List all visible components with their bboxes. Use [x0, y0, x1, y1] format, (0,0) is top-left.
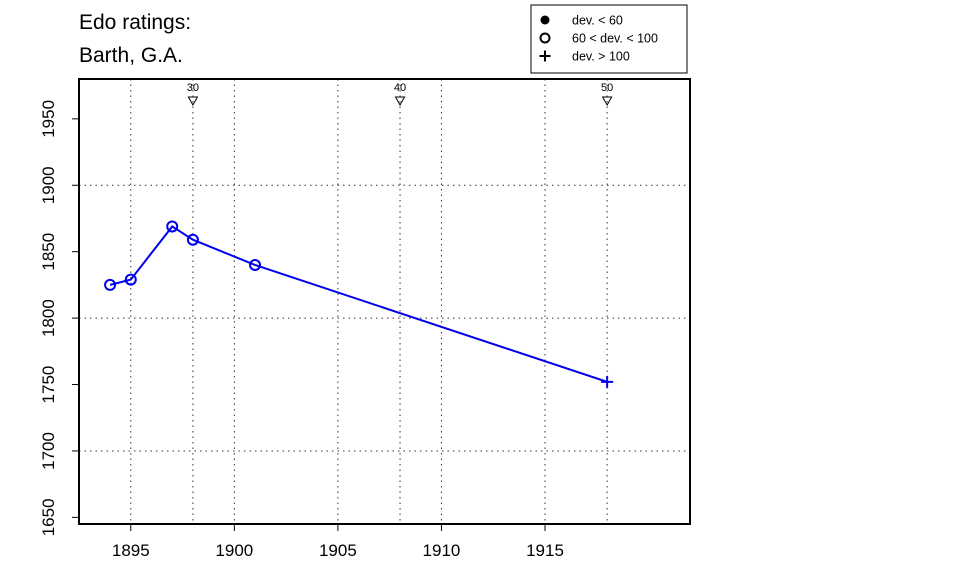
y-tick-label-1950: 1950 — [39, 100, 58, 138]
age-marker-label-30: 30 — [187, 82, 199, 94]
legend-symbol-filled-circle — [540, 15, 550, 25]
y-tick-label-1850: 1850 — [39, 233, 58, 271]
x-tick-label-1905: 1905 — [319, 541, 357, 560]
age-marker-label-50: 50 — [601, 82, 613, 94]
chart-title-line-1: Edo ratings: — [79, 11, 191, 34]
data-point-5 — [601, 375, 614, 388]
legend-symbol-open-circle — [539, 32, 551, 44]
y-tick-label-1750: 1750 — [39, 366, 58, 404]
x-tick-label-1910: 1910 — [423, 541, 461, 560]
y-tick-label-1800: 1800 — [39, 299, 58, 337]
legend-label-2: dev. > 100 — [572, 50, 630, 64]
chart-title-line-2: Barth, G.A. — [79, 44, 183, 67]
age-marker-label-40: 40 — [394, 82, 406, 94]
y-tick-label-1650: 1650 — [39, 498, 58, 536]
age-marker-triangle-50 — [601, 96, 613, 107]
age-marker-triangle-30 — [187, 96, 199, 107]
data-point-1 — [124, 273, 137, 286]
age-marker-triangle-40 — [394, 96, 406, 107]
y-tick-label-1900: 1900 — [39, 166, 58, 204]
data-point-0 — [104, 278, 117, 291]
data-point-3 — [186, 233, 199, 246]
plot-frame — [78, 78, 691, 525]
legend-box — [530, 4, 688, 74]
y-tick-label-1700: 1700 — [39, 432, 58, 470]
legend: dev. < 60 60 < dev. < 100 dev. > 100 — [530, 4, 688, 74]
legend-label-0: dev. < 60 — [572, 14, 623, 28]
x-tick-label-1915: 1915 — [526, 541, 564, 560]
series-line-0 — [109, 225, 608, 383]
legend-label-1: 60 < dev. < 100 — [572, 32, 658, 46]
data-point-2 — [166, 220, 179, 233]
x-tick-label-1895: 1895 — [112, 541, 150, 560]
x-tick-label-1900: 1900 — [215, 541, 253, 560]
legend-symbol-plus — [539, 50, 551, 62]
data-point-4 — [249, 258, 262, 271]
